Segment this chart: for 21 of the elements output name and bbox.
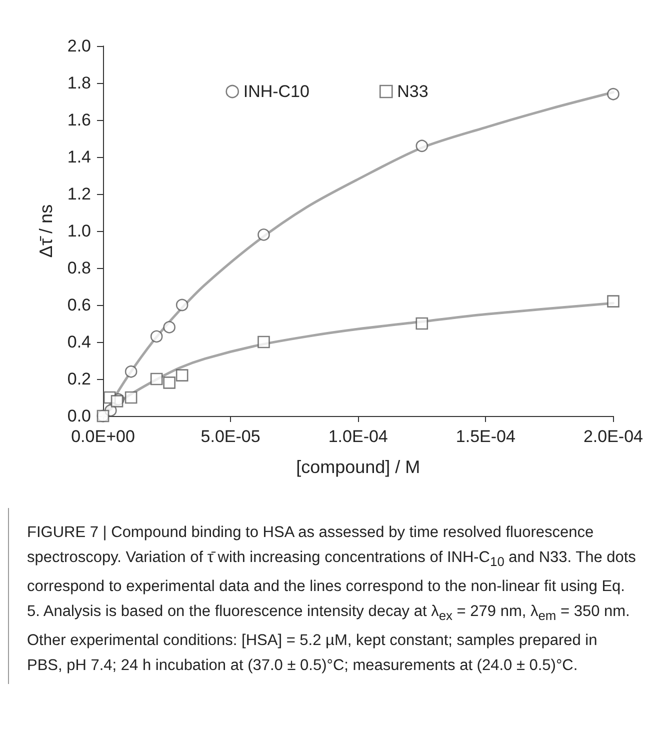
y-tick-label: 1.8 <box>67 74 91 92</box>
y-tick-label: 0.2 <box>67 370 91 388</box>
x-tick-label: 2.0E-04 <box>583 427 644 446</box>
y-tick-label: 1.4 <box>67 148 91 166</box>
y-tick-label: 0.0 <box>67 406 91 426</box>
y-tick-label: 2.0 <box>67 36 91 56</box>
legend-label: INH-C10 <box>243 82 310 101</box>
x-tick-label: 1.5E-04 <box>456 427 516 446</box>
y-tick-label: 0.4 <box>67 332 91 352</box>
y-tick-label: 0.8 <box>67 258 91 278</box>
x-tick-label: 0.0E+00 <box>71 427 135 446</box>
y-axis-title: Δτ̄ / ns <box>36 204 56 258</box>
y-tick-label: 0.6 <box>67 296 91 314</box>
x-tick-label: 1.0E-04 <box>328 427 388 446</box>
y-tick-label: 1.2 <box>67 184 91 204</box>
caption: FIGURE 7 | Compound binding to HSA as assessed by time resolved fluorescence spectroscopy. Variation of τ̄ with increasing concentrations of INH-C$_{10}$ and N33. The dots correspond to experimental data and the lines correspond to the non-linear fit using Eq. 5. Analysis is based on the fluorescence intensity decay at λ$_{ex}$ = 279 nm, λ$_{em}$ = 350 nm. Other experimental conditions: [HSA] = 5.2 µM, kept constant; samples prepared in PBS, pH 7.4; 24 h incubation at (37.0 ± 0.5)°C; measurements at (24.0 ± 0.5)°C. <box>8 508 646 684</box>
x-tick-label: 5.0E-05 <box>200 427 260 446</box>
legend-label: N33 <box>397 82 428 101</box>
y-tick-label: 1.0 <box>67 222 91 240</box>
x-axis-title: [compound] / M <box>296 457 420 477</box>
y-tick-label: 1.6 <box>67 110 91 130</box>
